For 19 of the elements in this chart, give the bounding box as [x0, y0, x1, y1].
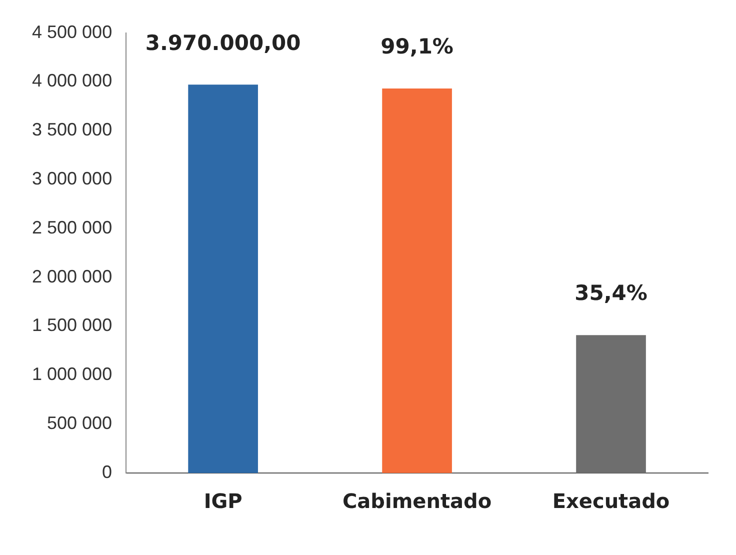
bar	[188, 84, 258, 473]
annotation: 99,1%	[380, 34, 454, 59]
y-tick-label: 3 000 000	[32, 168, 112, 188]
y-tick-label: 2 000 000	[32, 266, 112, 286]
x-tick-label: Executado	[552, 489, 670, 514]
y-tick-label: 3 500 000	[32, 120, 112, 140]
y-tick-label: 4 500 000	[32, 22, 112, 42]
y-tick-label: 0	[102, 462, 112, 482]
x-tick-label: IGP	[204, 489, 242, 514]
y-tick-label: 1 000 000	[32, 364, 112, 384]
annotation: 35,4%	[574, 281, 648, 306]
annotation: 3.970.000,00	[145, 30, 301, 55]
bar	[576, 335, 646, 473]
bar	[382, 88, 452, 473]
y-tick-label: 500 000	[47, 413, 112, 434]
y-tick-label: 4 000 000	[32, 70, 112, 91]
y-tick-label: 1 500 000	[32, 315, 112, 336]
y-tick-label: 2 500 000	[32, 217, 112, 238]
x-tick-label: Cabimentado	[342, 489, 492, 514]
